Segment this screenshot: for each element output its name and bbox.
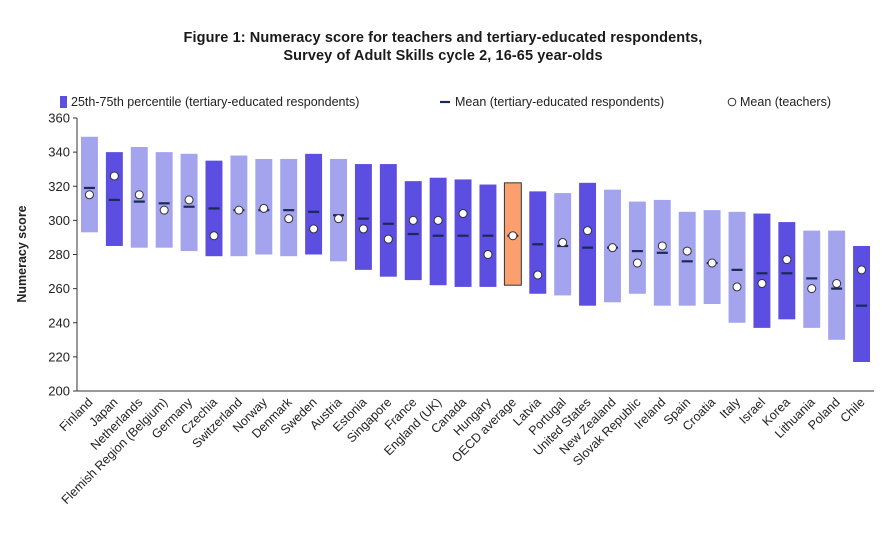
y-tick-label: 360 bbox=[48, 111, 70, 126]
mean-teachers-point bbox=[334, 214, 344, 224]
range-bar bbox=[429, 177, 447, 286]
mean-teachers-point bbox=[358, 224, 368, 234]
range-bar bbox=[853, 245, 871, 362]
mean-teachers-point bbox=[309, 224, 319, 234]
mean-teachers-point bbox=[682, 246, 692, 256]
mean-teachers-point bbox=[458, 209, 468, 219]
mean-teachers-point bbox=[84, 190, 94, 200]
y-axis-label: Numeracy score bbox=[15, 205, 29, 302]
chart-title-line-1: Figure 1: Numeracy score for teachers an… bbox=[183, 30, 703, 46]
legend-mean-tertiary-label: Mean (tertiary-educated respondents) bbox=[455, 95, 664, 109]
mean-teachers-point bbox=[259, 203, 269, 213]
y-tick-label: 260 bbox=[48, 281, 70, 296]
mean-teachers-point bbox=[433, 215, 443, 225]
legend-range-swatch bbox=[60, 96, 67, 108]
mean-teachers-point bbox=[732, 282, 742, 292]
mean-teachers-point bbox=[134, 190, 144, 200]
range-bar bbox=[80, 136, 98, 233]
range-bar bbox=[529, 191, 547, 294]
legend: 25th-75th percentile (tertiary-educated … bbox=[60, 95, 831, 109]
mean-teachers-point bbox=[832, 279, 842, 289]
mean-teachers-point bbox=[707, 258, 717, 268]
chart-title-line-2: Survey of Adult Skills cycle 2, 16-65 ye… bbox=[283, 48, 603, 64]
mean-teachers-point bbox=[632, 258, 642, 268]
range-bar bbox=[404, 181, 422, 281]
range-bar bbox=[628, 201, 646, 294]
mean-teachers-point bbox=[408, 215, 418, 225]
range-bar bbox=[330, 158, 347, 262]
y-tick-label: 320 bbox=[48, 179, 70, 194]
y-tick-label: 300 bbox=[48, 213, 70, 228]
range-bar bbox=[305, 153, 323, 255]
mean-teachers-point bbox=[857, 265, 867, 275]
mean-teachers-point bbox=[583, 226, 593, 236]
mean-teachers-point bbox=[782, 255, 792, 265]
mean-teachers-point bbox=[483, 250, 493, 259]
y-tick-label: 340 bbox=[48, 145, 70, 160]
mean-teachers-point bbox=[234, 205, 244, 215]
range-bar bbox=[354, 164, 372, 270]
x-tick-label: Chile bbox=[838, 395, 868, 425]
y-tick-label: 240 bbox=[48, 315, 70, 330]
mean-teachers-point bbox=[284, 214, 294, 224]
mean-teachers-point bbox=[533, 270, 543, 280]
legend-range-label: 25th-75th percentile (tertiary-educated … bbox=[71, 95, 359, 109]
legend-mean-teachers-label: Mean (teachers) bbox=[740, 95, 831, 109]
range-bar bbox=[280, 158, 298, 257]
mean-teachers-point bbox=[757, 279, 767, 289]
mean-teachers-point bbox=[383, 234, 393, 244]
mean-teachers-point bbox=[109, 171, 119, 181]
range-bar bbox=[728, 211, 746, 323]
range-bar bbox=[703, 210, 721, 304]
mean-teachers-point bbox=[657, 241, 667, 251]
range-bar bbox=[678, 211, 696, 306]
y-tick-label: 200 bbox=[48, 384, 70, 399]
range-bar bbox=[155, 152, 173, 248]
mean-teachers-point bbox=[209, 231, 219, 241]
legend-mean-teachers-swatch bbox=[727, 97, 737, 107]
mean-teachers-point bbox=[508, 231, 518, 241]
mean-teachers-point bbox=[807, 284, 817, 294]
range-bar bbox=[579, 182, 597, 306]
mean-teachers-point bbox=[159, 205, 169, 215]
range-bar bbox=[454, 179, 472, 287]
mean-teachers-point bbox=[558, 238, 568, 248]
range-bar bbox=[778, 222, 796, 320]
range-bar bbox=[379, 164, 397, 277]
y-tick-label: 220 bbox=[48, 349, 70, 364]
range-bar bbox=[753, 213, 771, 328]
y-tick-label: 280 bbox=[48, 247, 70, 262]
mean-teachers-point bbox=[607, 243, 617, 253]
mean-teachers-point bbox=[184, 195, 194, 205]
